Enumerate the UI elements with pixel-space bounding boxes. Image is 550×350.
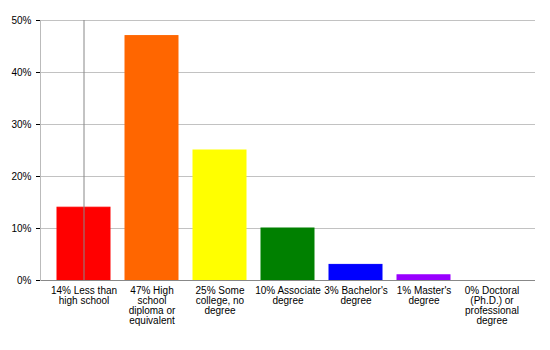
svg-text:10%: 10% — [11, 223, 31, 234]
svg-text:0% Doctoral(Ph.D.) orprofessio: 0% Doctoral(Ph.D.) orprofessionaldegree — [465, 285, 519, 326]
svg-text:10% Associatedegree: 10% Associatedegree — [255, 285, 321, 306]
svg-text:3% Bachelor'sdegree: 3% Bachelor'sdegree — [324, 285, 388, 306]
svg-text:20%: 20% — [11, 171, 31, 182]
svg-text:50%: 50% — [11, 15, 31, 26]
svg-text:0%: 0% — [17, 275, 32, 286]
svg-text:47% Highschooldiploma orequiva: 47% Highschooldiploma orequivalent — [129, 285, 176, 326]
svg-text:30%: 30% — [11, 119, 31, 130]
svg-text:40%: 40% — [11, 67, 31, 78]
svg-text:1% Master'sdegree: 1% Master'sdegree — [397, 285, 452, 306]
svg-text:14% Less thanhigh school: 14% Less thanhigh school — [51, 285, 117, 306]
svg-text:25% Somecollege, nodegree: 25% Somecollege, nodegree — [196, 285, 245, 316]
